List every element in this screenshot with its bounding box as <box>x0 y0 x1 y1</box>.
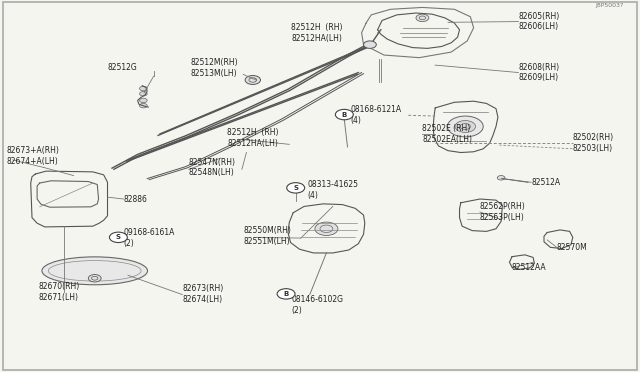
Ellipse shape <box>42 257 148 285</box>
Circle shape <box>364 41 376 48</box>
Circle shape <box>335 109 353 120</box>
Text: 82502(RH)
82503(LH): 82502(RH) 82503(LH) <box>573 133 614 153</box>
Circle shape <box>140 86 147 91</box>
Text: S: S <box>116 234 121 240</box>
Circle shape <box>109 232 127 243</box>
Circle shape <box>447 116 483 137</box>
Text: B: B <box>284 291 289 297</box>
Text: 82512AA: 82512AA <box>512 263 547 272</box>
Text: 82512G: 82512G <box>108 63 137 72</box>
Circle shape <box>88 275 101 282</box>
Text: 82502E (RH)
82502EA(LH): 82502E (RH) 82502EA(LH) <box>422 124 472 144</box>
Text: S: S <box>293 185 298 191</box>
Text: 82512A: 82512A <box>531 178 561 187</box>
Circle shape <box>245 76 260 84</box>
Circle shape <box>277 289 295 299</box>
Text: 08168-6121A
(4): 08168-6121A (4) <box>351 105 402 125</box>
Circle shape <box>416 14 429 22</box>
Text: 82608(RH)
82609(LH): 82608(RH) 82609(LH) <box>518 62 559 83</box>
Text: 82512H  (RH)
82512HA(LH): 82512H (RH) 82512HA(LH) <box>227 128 278 148</box>
Text: 09168-6161A
(2): 09168-6161A (2) <box>124 228 175 248</box>
Text: 08146-6102G
(2): 08146-6102G (2) <box>291 295 343 315</box>
Text: 82605(RH)
82606(LH): 82605(RH) 82606(LH) <box>518 12 559 32</box>
Text: J8P5003?: J8P5003? <box>596 3 624 8</box>
Text: 82673(RH)
82674(LH): 82673(RH) 82674(LH) <box>182 284 223 304</box>
Text: 82562P(RH)
82563P(LH): 82562P(RH) 82563P(LH) <box>480 202 525 222</box>
Circle shape <box>455 121 476 132</box>
Circle shape <box>315 222 338 235</box>
Text: 82512H  (RH)
82512HA(LH): 82512H (RH) 82512HA(LH) <box>291 23 342 43</box>
Text: 82670(RH)
82671(LH): 82670(RH) 82671(LH) <box>38 282 79 302</box>
Text: 82886: 82886 <box>124 195 147 203</box>
Text: 82512M(RH)
82513M(LH): 82512M(RH) 82513M(LH) <box>191 58 238 78</box>
Circle shape <box>140 98 147 103</box>
Text: 82673+A(RH)
82674+A(LH): 82673+A(RH) 82674+A(LH) <box>6 146 60 166</box>
Text: B: B <box>342 112 347 118</box>
Text: 08313-41625
(4): 08313-41625 (4) <box>307 180 358 200</box>
Text: 82547N(RH)
82548N(LH): 82547N(RH) 82548N(LH) <box>189 157 236 177</box>
Circle shape <box>497 176 505 180</box>
Text: 82570M: 82570M <box>557 243 588 252</box>
Circle shape <box>140 103 147 108</box>
Circle shape <box>140 92 147 96</box>
Circle shape <box>287 183 305 193</box>
Text: 82550M(RH)
82551M(LH): 82550M(RH) 82551M(LH) <box>243 226 291 246</box>
